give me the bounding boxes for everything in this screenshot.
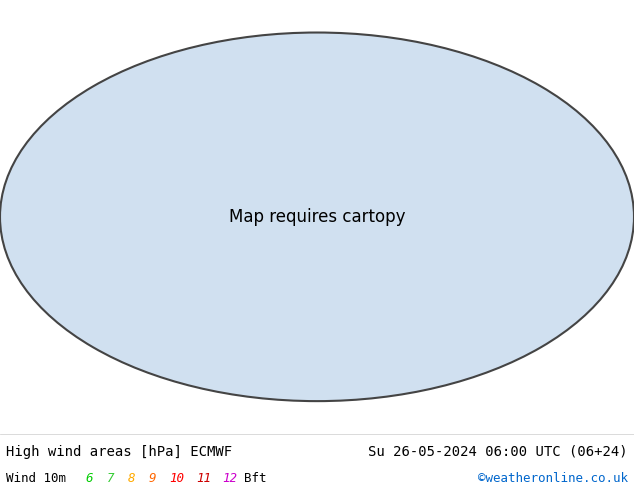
Text: 10: 10 xyxy=(169,472,184,485)
Text: Map requires cartopy: Map requires cartopy xyxy=(229,208,405,226)
Text: 11: 11 xyxy=(197,472,212,485)
Text: ©weatheronline.co.uk: ©weatheronline.co.uk xyxy=(477,472,628,485)
Text: High wind areas [hPa] ECMWF: High wind areas [hPa] ECMWF xyxy=(6,445,233,459)
Text: Bft: Bft xyxy=(244,472,266,485)
Text: 12: 12 xyxy=(222,472,237,485)
Text: 7: 7 xyxy=(107,472,114,485)
Text: 6: 6 xyxy=(86,472,93,485)
Text: 8: 8 xyxy=(127,472,135,485)
Text: Wind 10m: Wind 10m xyxy=(6,472,67,485)
Ellipse shape xyxy=(0,32,634,401)
Text: 9: 9 xyxy=(148,472,156,485)
Text: Su 26-05-2024 06:00 UTC (06+24): Su 26-05-2024 06:00 UTC (06+24) xyxy=(368,445,628,459)
